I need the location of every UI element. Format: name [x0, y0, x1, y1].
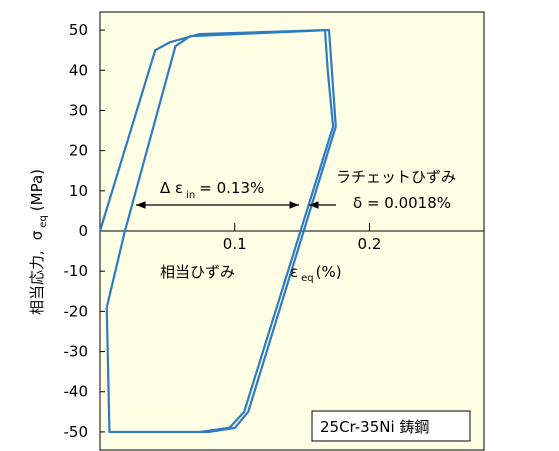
label-part: σ [28, 230, 46, 240]
label-part: 相当応力, [28, 250, 46, 315]
y-axis-label: 相当応力, σ eq (MPa) [28, 169, 49, 315]
y-tick-label: 10 [69, 182, 88, 200]
legend-text: 25Cr-35Ni 鋳鋼 [320, 418, 429, 436]
inelastic-label: Δ ε in = 0.13% [160, 179, 264, 201]
label-sub: eq [301, 273, 314, 284]
x-axis-label: 相当ひずみ ε eq (%) [160, 263, 342, 284]
label-part: ε [290, 263, 298, 281]
label-part: Δ ε [160, 179, 183, 197]
ratchet-title: ラチェットひずみ [336, 168, 456, 186]
y-tick-label: 20 [69, 142, 88, 160]
y-tick-label: 40 [69, 61, 88, 79]
label-sub: eq [38, 215, 49, 228]
x-tick-label: 0.1 [223, 235, 247, 253]
x-tick-label: 0.2 [358, 235, 382, 253]
legend-box [311, 410, 471, 442]
label-part: 相当ひずみ [160, 263, 235, 281]
plot-layer: -50 -40 -30 -20 -10 0 10 20 30 40 50 0.1 0.2 [64, 21, 484, 441]
label-part: (MPa) [28, 169, 46, 211]
y-tick-label: -10 [64, 262, 89, 280]
y-tick-label: 30 [69, 101, 88, 119]
y-tick-label: -20 [64, 302, 89, 320]
y-tick-label: -30 [64, 343, 89, 361]
y-tick-label: -40 [64, 383, 89, 401]
y-tick-label: -50 [64, 423, 89, 441]
ratchet-value: δ = 0.0018% [353, 194, 451, 212]
y-tick-label: 0 [78, 222, 88, 240]
data-line [98, 28, 337, 434]
label-part: (%) [316, 263, 342, 281]
label-part: = 0.13% [199, 179, 264, 197]
y-tick-label: 50 [69, 21, 88, 39]
label-sub: in [186, 190, 195, 201]
